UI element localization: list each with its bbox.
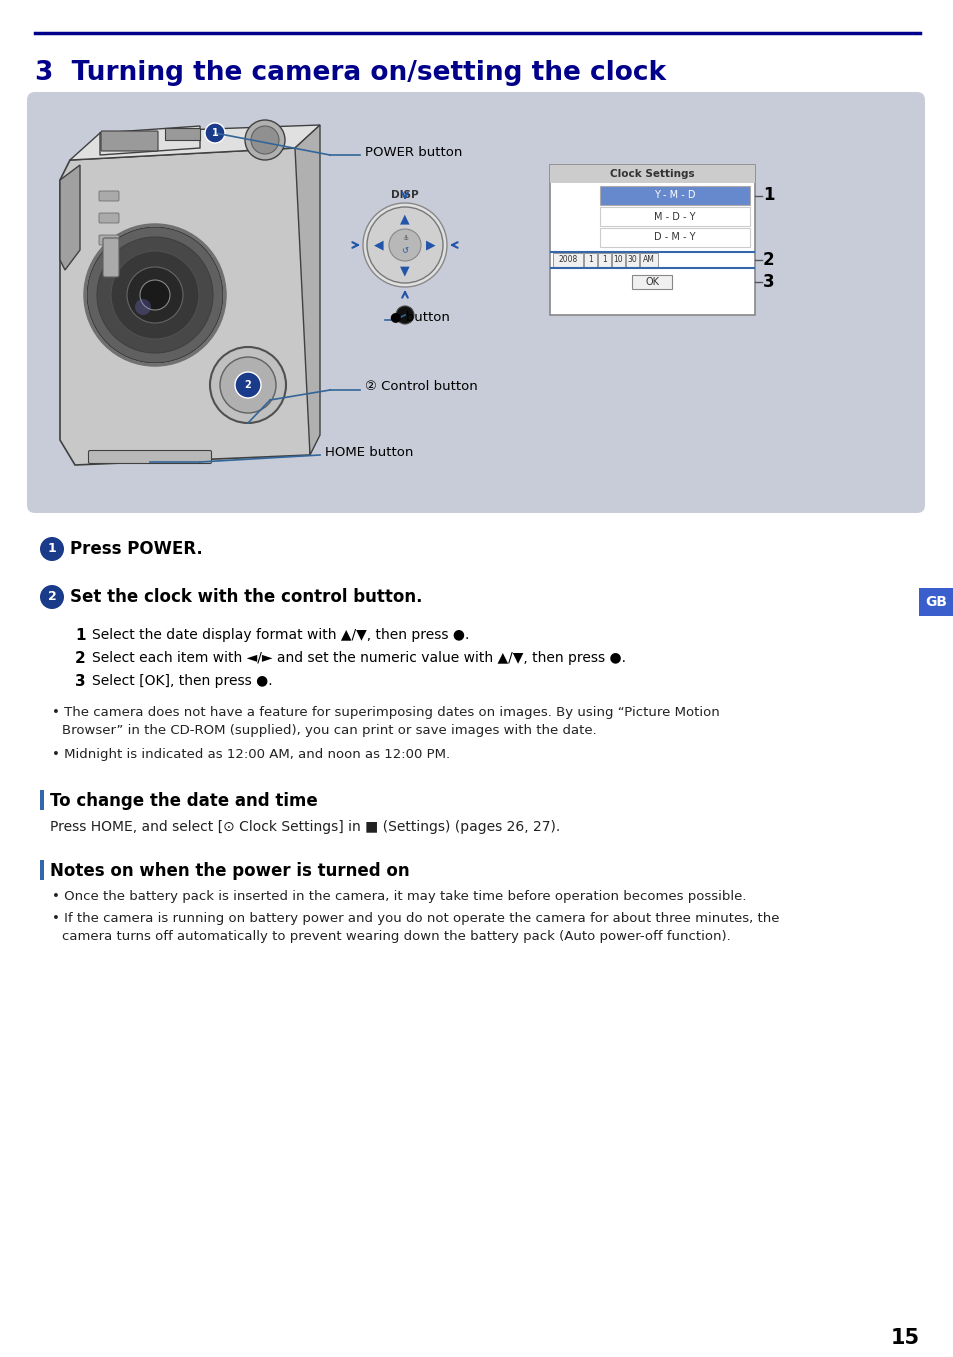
- Text: 3: 3: [75, 674, 86, 689]
- Circle shape: [40, 585, 64, 609]
- Text: 1: 1: [48, 543, 56, 555]
- Text: ▲: ▲: [399, 213, 410, 225]
- Circle shape: [395, 305, 414, 324]
- Text: 15: 15: [890, 1329, 919, 1348]
- Bar: [918, 588, 953, 616]
- Text: 30: 30: [627, 255, 637, 265]
- Text: Press HOME, and select [⊙ Clock Settings] in ■ (Settings) (pages 26, 27).: Press HOME, and select [⊙ Clock Settings…: [50, 820, 559, 835]
- FancyBboxPatch shape: [99, 213, 119, 223]
- Text: Press POWER.: Press POWER.: [70, 540, 203, 558]
- Text: ② Control button: ② Control button: [365, 380, 477, 394]
- Circle shape: [235, 373, 260, 398]
- FancyBboxPatch shape: [599, 208, 749, 227]
- Text: • If the camera is running on battery power and you do not operate the camera fo: • If the camera is running on battery po…: [52, 912, 779, 925]
- FancyBboxPatch shape: [550, 166, 754, 183]
- Text: POWER button: POWER button: [365, 145, 462, 159]
- Text: HOME button: HOME button: [325, 445, 413, 459]
- Text: Browser” in the CD-ROM (supplied), you can print or save images with the date.: Browser” in the CD-ROM (supplied), you c…: [62, 725, 597, 737]
- Text: 2008: 2008: [558, 255, 577, 265]
- Text: camera turns off automatically to prevent wearing down the battery pack (Auto po: camera turns off automatically to preven…: [62, 930, 730, 943]
- Bar: [40, 790, 44, 810]
- Circle shape: [220, 357, 275, 413]
- Text: Y - M - D: Y - M - D: [654, 190, 695, 201]
- Text: Set the clock with the control button.: Set the clock with the control button.: [70, 588, 422, 607]
- Text: 1: 1: [601, 255, 606, 265]
- Circle shape: [245, 119, 285, 160]
- FancyBboxPatch shape: [89, 451, 212, 464]
- Circle shape: [208, 126, 222, 140]
- FancyBboxPatch shape: [553, 252, 582, 267]
- FancyBboxPatch shape: [99, 235, 119, 246]
- FancyBboxPatch shape: [612, 252, 624, 267]
- Text: 1: 1: [762, 186, 774, 205]
- Circle shape: [234, 372, 261, 398]
- Text: 1: 1: [587, 255, 592, 265]
- Text: 2: 2: [48, 590, 56, 604]
- Text: Select each item with ◄/► and set the numeric value with ▲/▼, then press ●.: Select each item with ◄/► and set the nu…: [91, 651, 625, 665]
- FancyBboxPatch shape: [27, 92, 924, 513]
- Text: D - M - Y: D - M - Y: [654, 232, 695, 243]
- Text: DISP: DISP: [391, 190, 418, 199]
- Text: Clock Settings: Clock Settings: [610, 170, 694, 179]
- Text: 2: 2: [244, 380, 251, 389]
- Text: GB: GB: [924, 594, 946, 609]
- Text: AM: AM: [642, 255, 655, 265]
- Circle shape: [205, 123, 225, 142]
- Polygon shape: [60, 166, 80, 270]
- Polygon shape: [70, 125, 319, 160]
- Text: ◀: ◀: [374, 239, 383, 251]
- FancyBboxPatch shape: [599, 228, 749, 247]
- FancyBboxPatch shape: [639, 252, 658, 267]
- Text: 3  Turning the camera on/setting the clock: 3 Turning the camera on/setting the cloc…: [35, 60, 665, 85]
- Text: • The camera does not have a feature for superimposing dates on images. By using: • The camera does not have a feature for…: [52, 706, 719, 719]
- Circle shape: [210, 347, 286, 423]
- Text: ⚓: ⚓: [401, 235, 408, 242]
- Text: M - D - Y: M - D - Y: [654, 212, 695, 221]
- Circle shape: [251, 126, 278, 153]
- FancyBboxPatch shape: [632, 275, 672, 289]
- Circle shape: [367, 208, 442, 284]
- FancyBboxPatch shape: [625, 252, 639, 267]
- FancyBboxPatch shape: [583, 252, 597, 267]
- Text: 2: 2: [762, 251, 774, 269]
- Text: 3: 3: [762, 273, 774, 290]
- Circle shape: [140, 280, 170, 309]
- FancyBboxPatch shape: [101, 132, 158, 151]
- Circle shape: [363, 204, 447, 286]
- Circle shape: [97, 237, 213, 353]
- FancyBboxPatch shape: [165, 128, 200, 140]
- Polygon shape: [294, 125, 319, 455]
- FancyBboxPatch shape: [103, 237, 119, 277]
- Text: • Midnight is indicated as 12:00 AM, and noon as 12:00 PM.: • Midnight is indicated as 12:00 AM, and…: [52, 748, 450, 761]
- FancyBboxPatch shape: [99, 191, 119, 201]
- Circle shape: [111, 251, 199, 339]
- Text: 10: 10: [613, 255, 622, 265]
- Text: 2: 2: [75, 651, 86, 666]
- Text: ● button: ● button: [390, 311, 450, 323]
- Text: Notes on when the power is turned on: Notes on when the power is turned on: [50, 862, 409, 879]
- Text: 1: 1: [212, 128, 218, 138]
- Text: ↺: ↺: [401, 247, 408, 255]
- Circle shape: [40, 537, 64, 560]
- Polygon shape: [100, 126, 200, 155]
- FancyBboxPatch shape: [599, 186, 749, 205]
- Text: ▶: ▶: [426, 239, 436, 251]
- Circle shape: [389, 229, 420, 261]
- Text: 1: 1: [75, 628, 86, 643]
- Circle shape: [135, 299, 151, 315]
- Circle shape: [127, 267, 183, 323]
- Text: ▼: ▼: [399, 265, 410, 277]
- Bar: [40, 860, 44, 879]
- Text: OK: OK: [645, 277, 659, 286]
- Text: Select [OK], then press ●.: Select [OK], then press ●.: [91, 674, 273, 688]
- FancyBboxPatch shape: [550, 166, 754, 315]
- Text: • Once the battery pack is inserted in the camera, it may take time before opera: • Once the battery pack is inserted in t…: [52, 890, 745, 902]
- Text: Select the date display format with ▲/▼, then press ●.: Select the date display format with ▲/▼,…: [91, 628, 469, 642]
- Circle shape: [87, 227, 223, 364]
- Text: To change the date and time: To change the date and time: [50, 792, 317, 810]
- FancyBboxPatch shape: [598, 252, 610, 267]
- Polygon shape: [60, 148, 310, 465]
